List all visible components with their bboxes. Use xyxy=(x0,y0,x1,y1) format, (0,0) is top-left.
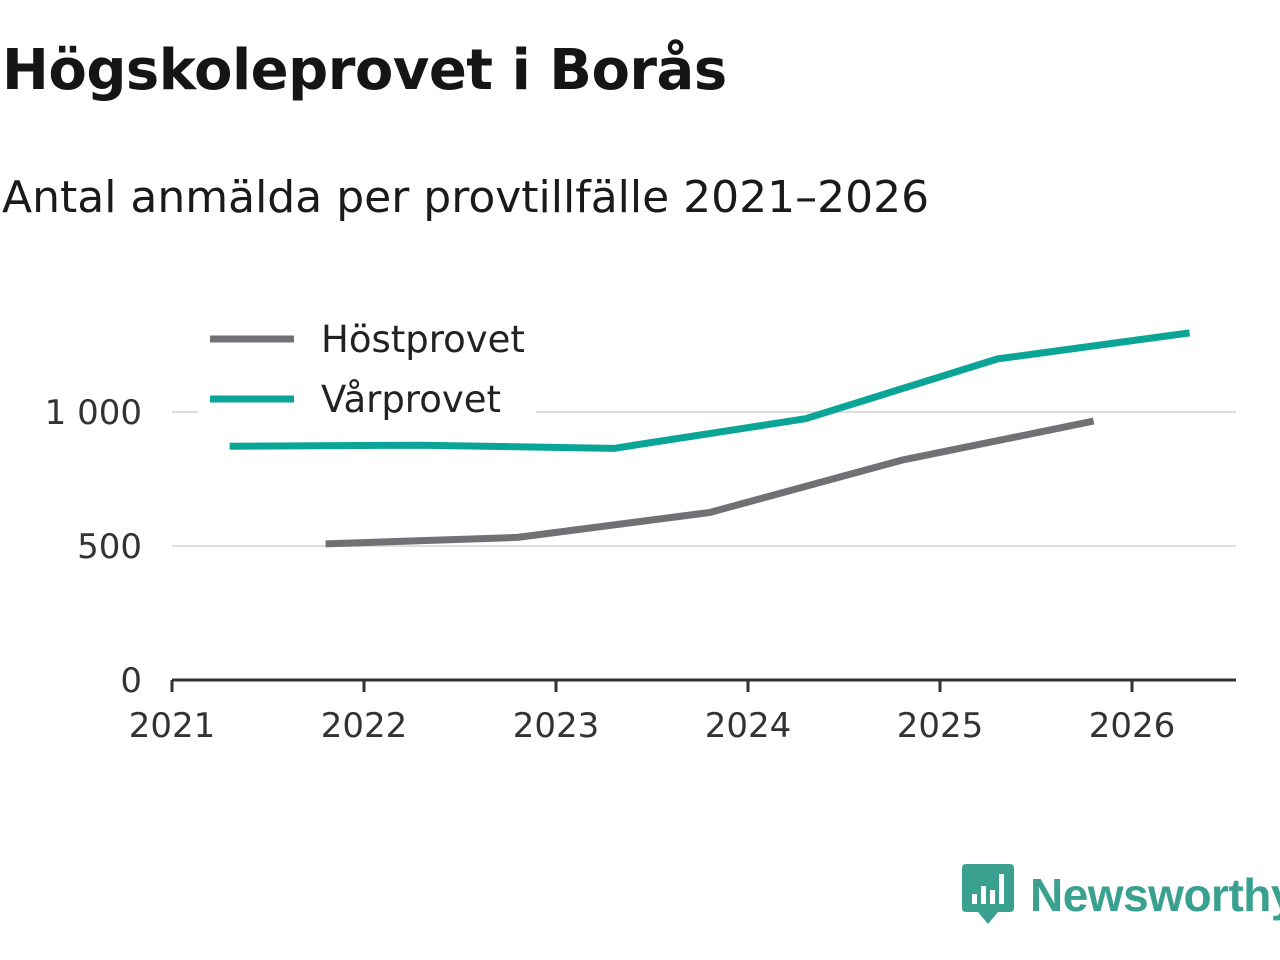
y-tick-label: 0 xyxy=(120,661,142,701)
y-tick-label: 1 000 xyxy=(45,393,142,433)
series-line-varprovet xyxy=(229,329,1191,452)
brand-logo: Newsworthy xyxy=(962,862,1280,928)
x-tick-label: 2026 xyxy=(1089,706,1176,746)
legend-background xyxy=(198,305,536,427)
legend-label: Vårprovet xyxy=(321,378,501,421)
x-tick-label: 2024 xyxy=(705,706,792,746)
legend-label: Höstprovet xyxy=(321,318,525,361)
x-tick-label: 2022 xyxy=(321,706,408,746)
gridlines: 0 500 1 000 xyxy=(45,393,1236,701)
chart-title: Högskoleprovet i Borås xyxy=(2,38,727,103)
chart-subtitle: Antal anmälda per provtillfälle 2021–202… xyxy=(2,172,930,223)
x-tick-label: 2023 xyxy=(513,706,600,746)
series-lines xyxy=(229,329,1191,548)
x-tick-label: 2021 xyxy=(129,706,216,746)
y-tick-label: 500 xyxy=(77,527,142,567)
series-line-hostprovet xyxy=(325,417,1095,548)
x-axis: 2021 2022 2023 2024 2025 2026 xyxy=(129,678,1236,746)
brand-name: Newsworthy xyxy=(1030,869,1280,921)
newsworthy-logo-icon xyxy=(962,864,1014,924)
legend: Höstprovet Vårprovet xyxy=(198,305,536,427)
x-tick-label: 2025 xyxy=(897,706,984,746)
